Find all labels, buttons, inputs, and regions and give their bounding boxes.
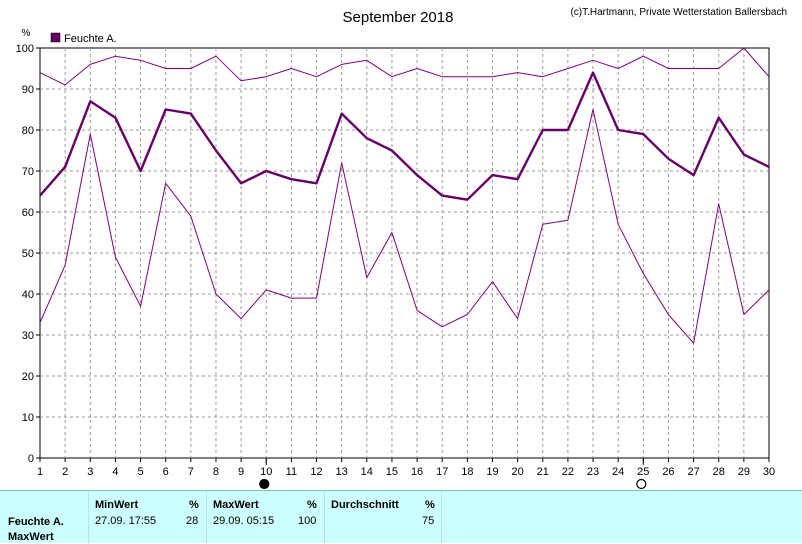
copyright-text: (c)T.Hartmann, Private Wetterstation Bal… xyxy=(570,7,787,18)
x-tick-label: 13 xyxy=(336,466,348,478)
x-tick-label: 18 xyxy=(461,466,473,478)
x-tick-label: 17 xyxy=(436,466,448,478)
min-timestamp: 27.09. 17:55 xyxy=(95,515,157,527)
x-tick-label: 8 xyxy=(213,466,219,478)
x-tick-label: 19 xyxy=(486,466,498,478)
x-tick-label: 12 xyxy=(310,466,322,478)
max-value: 100 xyxy=(298,515,317,527)
x-tick-label: 7 xyxy=(188,466,194,478)
full-moon-icon xyxy=(636,478,647,490)
moon-phase-markers xyxy=(259,458,647,490)
x-tick-label: 1 xyxy=(37,466,43,478)
y-axis-ticks: 0 10 20 30 40 50 60 70 80 90 100 xyxy=(16,43,40,465)
row-label-max: MaxWert xyxy=(8,531,54,543)
min-header: MinWert xyxy=(95,499,139,511)
y-unit-label: % xyxy=(22,28,31,39)
x-tick-label: 24 xyxy=(612,466,624,478)
y-tick-label: 90 xyxy=(22,84,34,96)
y-tick-label: 40 xyxy=(22,289,34,301)
x-tick-label: 2 xyxy=(62,466,68,478)
x-tick-label: 22 xyxy=(562,466,574,478)
statistics-panel: Feuchte A. MaxWert MinWert % 27.09. 17:5… xyxy=(0,490,802,544)
y-tick-label: 30 xyxy=(22,330,34,342)
x-tick-label: 20 xyxy=(511,466,523,478)
x-tick-label: 4 xyxy=(112,466,118,478)
legend-label: Feuchte A. xyxy=(64,33,117,45)
x-tick-label: 27 xyxy=(687,466,699,478)
x-tick-label: 15 xyxy=(386,466,398,478)
x-tick-label: 21 xyxy=(537,466,549,478)
x-tick-label: 16 xyxy=(411,466,423,478)
x-tick-label: 23 xyxy=(587,466,599,478)
y-tick-label: 60 xyxy=(22,207,34,219)
series-line-max xyxy=(39,47,770,86)
x-tick-label: 11 xyxy=(286,466,297,478)
average-unit: % xyxy=(425,499,435,511)
x-tick-label: 3 xyxy=(87,466,93,478)
series-line-mean xyxy=(39,71,770,201)
series-layer xyxy=(39,47,770,344)
x-tick-label: 6 xyxy=(163,466,169,478)
max-header: MaxWert xyxy=(213,499,259,511)
y-tick-label: 50 xyxy=(22,248,34,260)
y-tick-label: 80 xyxy=(22,125,34,137)
x-tick-label: 10 xyxy=(260,466,272,478)
divider xyxy=(324,491,325,544)
x-tick-label: 25 xyxy=(637,466,649,478)
x-tick-label: 30 xyxy=(763,466,775,478)
x-axis-ticks: 1 2 3 4 5 6 7 8 9 10 11 12 13 14 15 16 17 18 19 20 21 22 23 24 2… xyxy=(37,458,775,478)
average-header: Durchschnitt xyxy=(331,499,399,511)
divider xyxy=(206,491,207,544)
x-tick-label: 26 xyxy=(662,466,674,478)
chart-title: September 2018 xyxy=(343,9,454,26)
row-label: Feuchte A. xyxy=(8,516,64,528)
y-tick-label: 100 xyxy=(16,43,34,55)
y-tick-label: 70 xyxy=(22,166,34,178)
y-tick-label: 10 xyxy=(22,412,34,424)
min-value: 28 xyxy=(186,515,199,527)
max-unit: % xyxy=(307,499,317,511)
y-tick-label: 20 xyxy=(22,371,34,383)
average-value: 75 xyxy=(422,515,435,527)
max-timestamp: 29.09. 05:15 xyxy=(213,515,275,527)
grid-lines xyxy=(40,48,769,458)
x-tick-label: 5 xyxy=(137,466,143,478)
legend-swatch xyxy=(50,32,61,43)
new-moon-icon xyxy=(259,478,270,490)
series-line-min xyxy=(39,109,770,344)
x-tick-label: 9 xyxy=(238,466,244,478)
min-unit: % xyxy=(189,499,199,511)
x-tick-label: 29 xyxy=(738,466,750,478)
y-tick-label: 0 xyxy=(28,453,34,465)
x-tick-label: 28 xyxy=(713,466,725,478)
x-tick-label: 14 xyxy=(361,466,373,478)
divider xyxy=(441,491,442,544)
divider xyxy=(88,491,89,544)
